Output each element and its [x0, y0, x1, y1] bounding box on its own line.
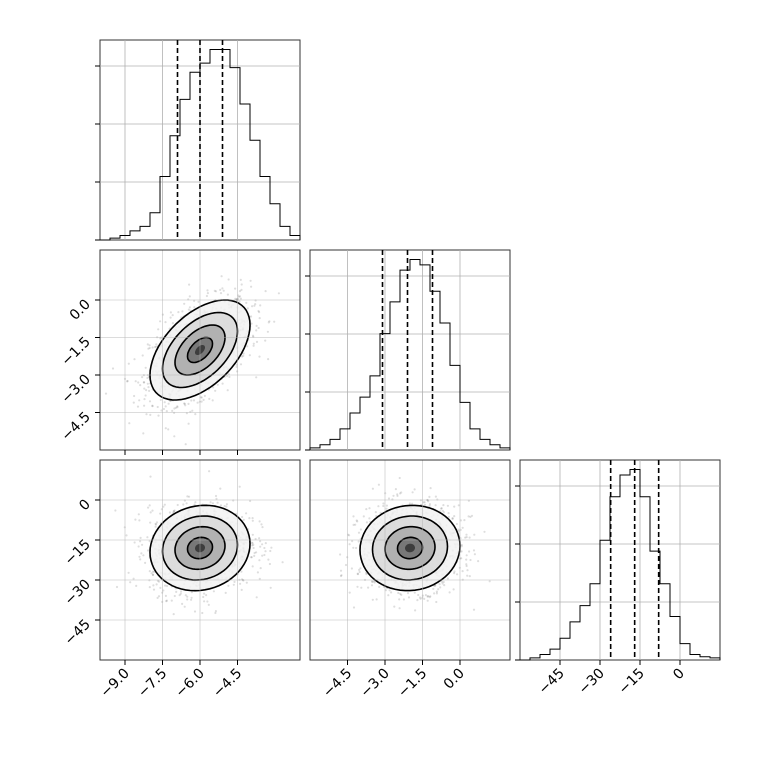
contour-1-2-2 [371, 515, 449, 581]
contour-0-2-1 [174, 525, 226, 571]
xtick-label-p1-2: −1.5 [395, 666, 430, 701]
hist-frame-1 [309, 249, 511, 451]
density-fill-1-2-4 [405, 543, 415, 553]
xtick-label-p0-0: −9.0 [97, 666, 132, 701]
joint-panel-0-1 [95, 249, 301, 455]
contour-0-2-3 [149, 504, 251, 592]
ytick-label-p1-3: 0.0 [67, 297, 94, 324]
ytick-label-p1-0: −4.5 [58, 409, 93, 444]
xtick-label-p1-3: 0.0 [441, 666, 468, 693]
xtick-label-p1-0: −4.5 [320, 666, 355, 701]
contour-0-1-1 [174, 324, 226, 376]
hist-panel-1 [305, 249, 511, 451]
ytick-label-p2-3: 0 [76, 497, 94, 515]
xtick-label-p0-1: −7.5 [135, 666, 170, 701]
hist-panel-2 [515, 459, 721, 665]
contour-1-2-3 [359, 504, 461, 592]
ytick-label-p2-0: −45 [62, 617, 94, 649]
xtick-label-p0-3: −4.5 [210, 666, 245, 701]
hist-panel-0 [95, 39, 301, 241]
histogram-step-2 [520, 469, 721, 661]
ytick-label-p1-2: −1.5 [58, 334, 93, 369]
ytick-label-p2-2: −15 [62, 537, 94, 569]
ytick-label-p2-1: −30 [62, 577, 94, 609]
xtick-label-p2-2: −15 [616, 666, 648, 698]
contour-1-2-0 [396, 536, 424, 560]
joint-panel-1-2 [309, 459, 511, 665]
histogram-step-1 [309, 259, 511, 450]
contour-0-2-0 [186, 536, 214, 560]
xtick-label-p0-2: −6.0 [172, 666, 207, 701]
joint-panel-0-2 [95, 459, 301, 665]
ytick-label-p1-1: −3.0 [58, 372, 93, 407]
xtick-label-p2-1: −30 [576, 666, 608, 698]
xtick-label-p2-0: −45 [536, 666, 568, 698]
xtick-label-p2-3: 0 [670, 666, 688, 684]
xtick-label-p1-1: −3.0 [357, 666, 392, 701]
